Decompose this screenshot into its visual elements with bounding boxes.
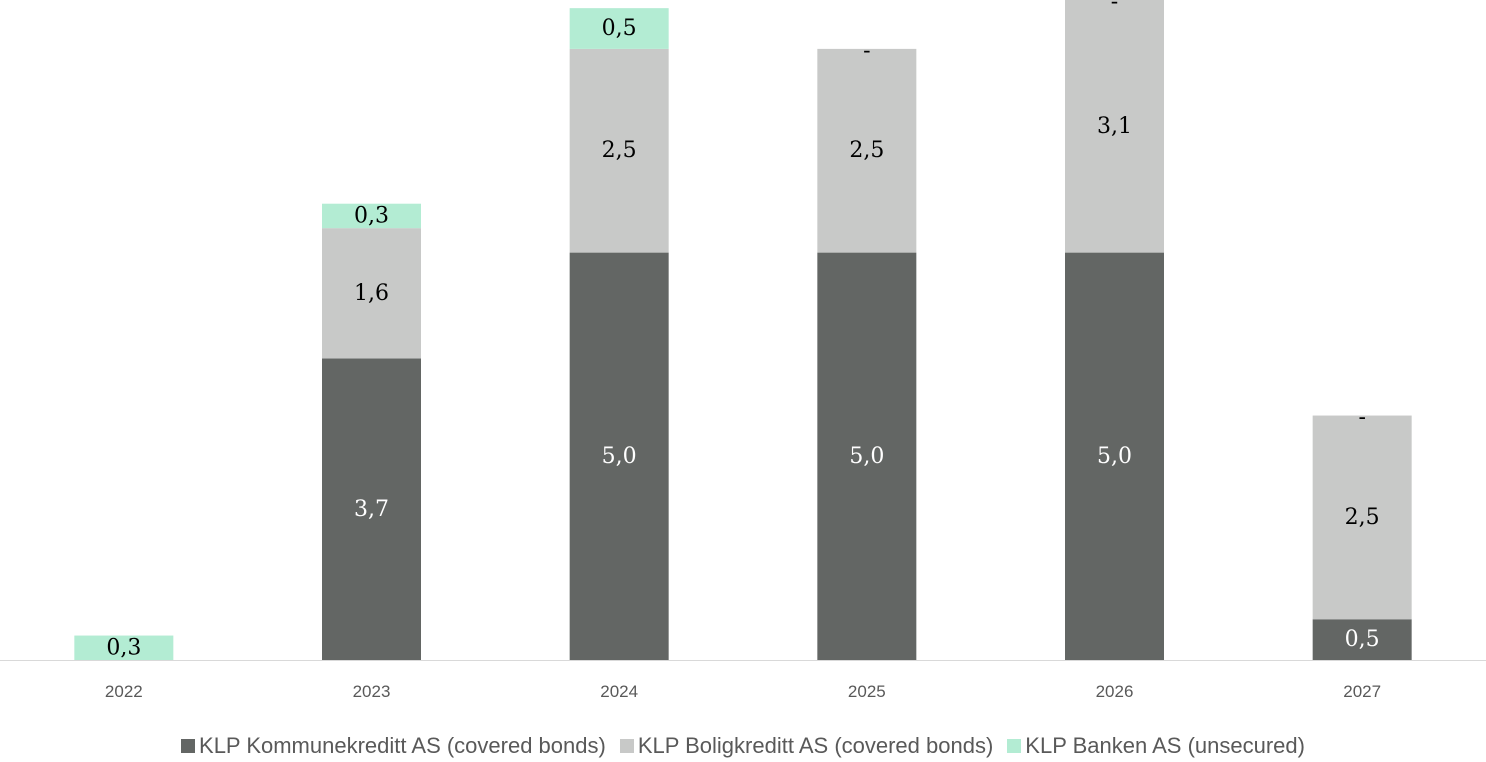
bar-segment-2022-series-2	[74, 635, 174, 660]
legend-item-series-1: KLP Boligkreditt AS (covered bonds)	[619, 733, 994, 759]
data-label-2025-series-1: 2,5	[849, 138, 884, 163]
stacked-bar-chart: 0,3 3,7 1,6 0,3 5,0 2,5 0,5 5,0 2,5 - 5,0 3,1 - 0,5 2,…	[0, 0, 1486, 701]
legend-swatch	[1007, 739, 1022, 753]
legend-label: KLP Banken AS (unsecured)	[1025, 733, 1305, 758]
data-label-2027-series-2: -	[1358, 405, 1365, 430]
data-label-2024-series-0: 5,0	[602, 444, 637, 469]
bar-segment-2025-series-1	[817, 48, 917, 253]
data-label-2022-series-2: 0,3	[106, 635, 141, 660]
data-label-2023-series-0: 3,7	[354, 497, 389, 522]
data-label-2026-series-2: -	[1111, 0, 1118, 15]
category-labels: 2022 2023 2024 2025 2026 2027	[105, 682, 1381, 701]
bar-segment-2024-series-2	[569, 8, 669, 49]
data-label-2027-series-1: 2,5	[1345, 505, 1380, 530]
legend-swatch	[181, 739, 196, 753]
bar-segment-2023-series-0	[322, 358, 421, 660]
data-label-2027-series-0: 0,5	[1345, 627, 1380, 652]
legend-item-series-0: KLP Kommunekreditt AS (covered bonds)	[181, 733, 606, 759]
bars-layer	[74, 0, 1412, 660]
category-label-2023: 2023	[353, 682, 391, 701]
legend-item-series-2: KLP Banken AS (unsecured)	[1007, 733, 1305, 759]
legend-swatch	[619, 739, 634, 753]
bar-segment-2024-series-0	[569, 252, 669, 660]
category-label-2024: 2024	[600, 682, 638, 701]
data-label-2024-series-1: 2,5	[602, 138, 637, 163]
bar-segment-2026-series-1	[1065, 0, 1164, 253]
legend: KLP Kommunekreditt AS (covered bonds) KLP…	[0, 730, 1486, 762]
data-label-2024-series-2: 0,5	[602, 16, 637, 41]
bar-segment-2024-series-1	[569, 48, 669, 253]
bar-segment-2023-series-1	[322, 228, 421, 359]
bar-segment-2026-series-0	[1065, 252, 1164, 660]
legend-label: KLP Boligkreditt AS (covered bonds)	[637, 733, 994, 758]
bar-segment-2027-series-0	[1312, 619, 1412, 660]
labels-layer: 0,3 3,7 1,6 0,3 5,0 2,5 0,5 5,0 2,5 - 5,0 3,1 - 0,5 2,…	[106, 0, 1379, 660]
data-label-2025-series-2: -	[863, 38, 870, 63]
bar-segment-2025-series-0	[817, 252, 917, 660]
bar-segment-2023-series-2	[322, 203, 421, 229]
data-label-2023-series-2: 0,3	[354, 203, 389, 228]
data-label-2025-series-0: 5,0	[849, 444, 884, 469]
category-label-2025: 2025	[848, 682, 886, 701]
data-label-2023-series-1: 1,6	[354, 281, 389, 306]
bar-segment-2027-series-1	[1312, 415, 1412, 620]
data-label-2026-series-0: 5,0	[1097, 444, 1132, 469]
legend-label: KLP Kommunekreditt AS (covered bonds)	[199, 733, 606, 758]
category-label-2027: 2027	[1343, 682, 1381, 701]
category-label-2026: 2026	[1096, 682, 1134, 701]
data-label-2026-series-1: 3,1	[1097, 114, 1132, 139]
category-label-2022: 2022	[105, 682, 143, 701]
